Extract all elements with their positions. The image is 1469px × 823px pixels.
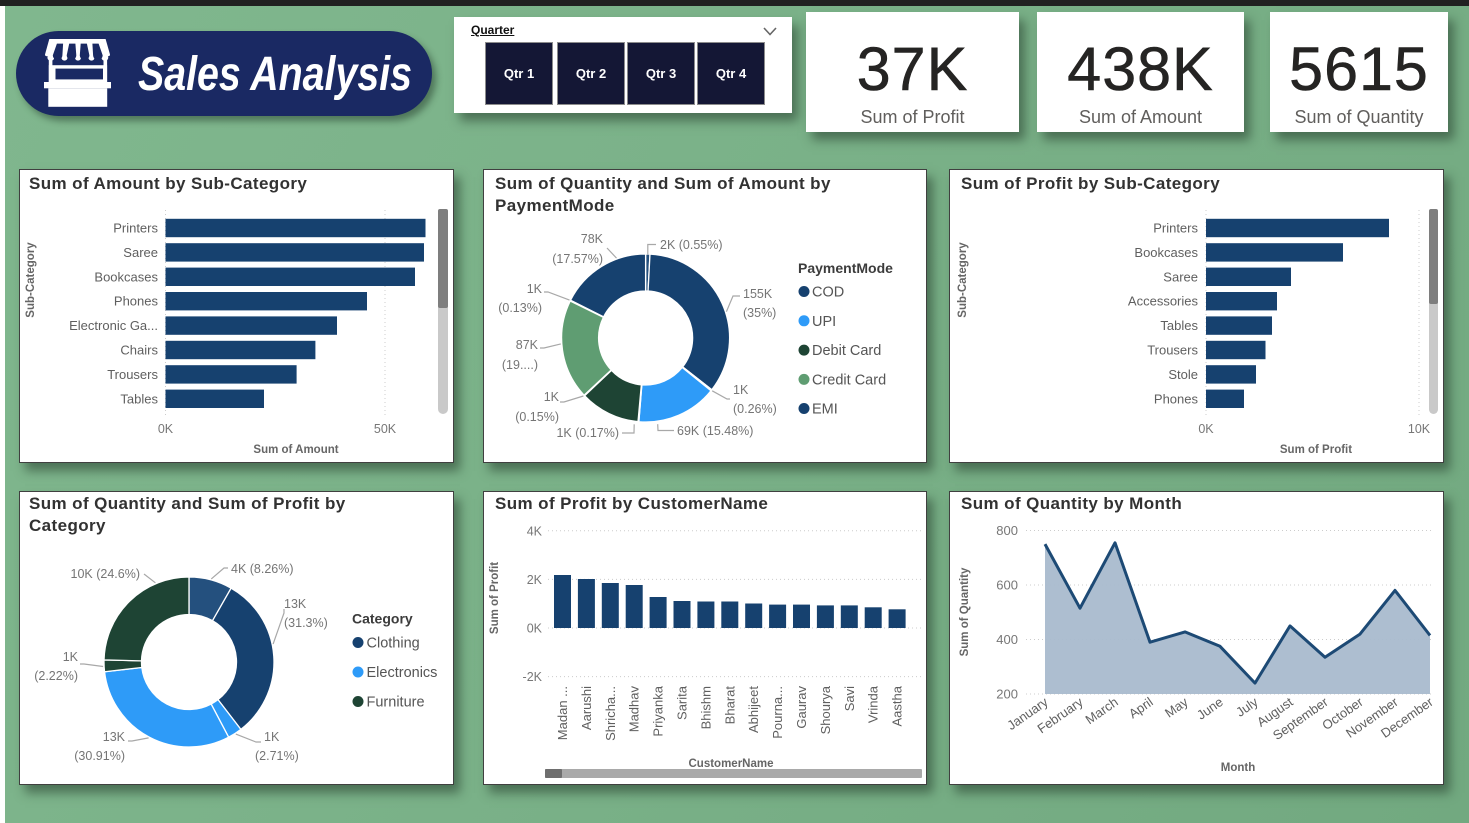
svg-text:1K (0.17%): 1K (0.17%): [556, 426, 619, 440]
svg-text:78K: 78K: [581, 232, 604, 246]
svg-text:UPI: UPI: [812, 314, 836, 330]
svg-text:Madan ...: Madan ...: [555, 686, 570, 740]
svg-text:Sum of Amount: Sum of Amount: [253, 444, 338, 456]
svg-text:Phones: Phones: [114, 294, 159, 309]
svg-text:Sum of Profit: Sum of Profit: [1280, 444, 1352, 456]
svg-text:(0.26%): (0.26%): [733, 402, 777, 416]
svg-text:Trousers: Trousers: [107, 367, 158, 382]
svg-text:Shourya: Shourya: [818, 685, 833, 734]
svg-text:Tables: Tables: [120, 391, 158, 406]
svg-text:13K: 13K: [284, 597, 307, 611]
svg-text:June: June: [1194, 694, 1226, 722]
svg-text:Abhijeet: Abhijeet: [746, 686, 761, 733]
svg-text:Bhishm: Bhishm: [698, 686, 713, 729]
svg-text:Accessories: Accessories: [1128, 294, 1199, 309]
svg-text:Chairs: Chairs: [120, 343, 158, 358]
svg-text:Bookcases: Bookcases: [1134, 245, 1198, 260]
svg-text:Printers: Printers: [113, 221, 158, 236]
svg-text:PaymentMode: PaymentMode: [798, 260, 893, 276]
svg-text:Gaurav: Gaurav: [794, 686, 809, 729]
svg-text:Credit Card: Credit Card: [812, 372, 886, 388]
svg-text:April: April: [1126, 694, 1156, 721]
svg-text:10K (24.6%): 10K (24.6%): [71, 567, 140, 581]
svg-text:(30.91%): (30.91%): [74, 749, 125, 763]
svg-text:EMI: EMI: [812, 402, 838, 418]
svg-text:PaymentMode: PaymentMode: [495, 196, 615, 215]
svg-text:(2.22%): (2.22%): [34, 669, 78, 683]
svg-text:4K (8.26%): 4K (8.26%): [231, 562, 294, 576]
svg-text:1K: 1K: [733, 383, 749, 397]
svg-text:Stole: Stole: [1168, 367, 1198, 382]
svg-text:200: 200: [996, 687, 1018, 702]
svg-text:Month: Month: [1221, 762, 1255, 774]
svg-text:Sum of Amount by Sub-Category: Sum of Amount by Sub-Category: [29, 174, 307, 193]
svg-text:Sub-Category: Sub-Category: [25, 242, 37, 318]
svg-text:Aastha: Aastha: [890, 685, 905, 726]
svg-text:(17.57%): (17.57%): [552, 252, 603, 266]
svg-text:155K: 155K: [743, 287, 773, 301]
svg-text:Sum of Profit by CustomerName: Sum of Profit by CustomerName: [495, 494, 768, 513]
svg-text:800: 800: [996, 523, 1018, 538]
svg-text:Pourna...: Pourna...: [770, 686, 785, 739]
svg-text:Vrinda: Vrinda: [866, 685, 881, 723]
svg-text:1K: 1K: [527, 282, 543, 296]
svg-text:2K (0.55%): 2K (0.55%): [660, 238, 723, 252]
svg-text:10K: 10K: [1408, 422, 1431, 436]
svg-text:Furniture: Furniture: [367, 695, 425, 711]
svg-text:Madhav: Madhav: [627, 686, 642, 733]
svg-text:Printers: Printers: [1153, 221, 1198, 236]
svg-text:COD: COD: [812, 285, 844, 301]
svg-text:(0.15%): (0.15%): [515, 410, 559, 424]
svg-text:Aarushi: Aarushi: [579, 686, 594, 730]
svg-text:87K: 87K: [516, 338, 539, 352]
svg-text:(35%): (35%): [743, 306, 776, 320]
svg-text:Bookcases: Bookcases: [94, 269, 158, 284]
svg-text:Debit Card: Debit Card: [812, 343, 881, 359]
svg-text:0K: 0K: [527, 622, 543, 636]
svg-text:1K: 1K: [544, 390, 560, 404]
svg-text:Phones: Phones: [1154, 391, 1199, 406]
svg-text:Savi: Savi: [842, 686, 857, 711]
svg-text:600: 600: [996, 578, 1018, 593]
svg-text:(31.3%): (31.3%): [284, 616, 328, 630]
svg-text:Saree: Saree: [1163, 269, 1198, 284]
svg-text:Sub-Category: Sub-Category: [957, 242, 969, 318]
svg-text:(0.13%): (0.13%): [498, 301, 542, 315]
svg-text:Tables: Tables: [1160, 318, 1198, 333]
svg-text:CustomerName: CustomerName: [689, 758, 774, 770]
svg-text:Sum of Profit: Sum of Profit: [489, 562, 501, 634]
svg-text:4K: 4K: [527, 524, 543, 538]
svg-text:1K: 1K: [264, 730, 280, 744]
svg-text:(19....): (19....): [502, 358, 538, 372]
svg-text:Bharat: Bharat: [722, 686, 737, 725]
svg-text:Electronic Ga...: Electronic Ga...: [69, 318, 158, 333]
svg-text:50K: 50K: [374, 422, 397, 436]
svg-text:(2.71%): (2.71%): [255, 749, 299, 763]
svg-text:Clothing: Clothing: [367, 636, 420, 652]
svg-text:2K: 2K: [527, 573, 543, 587]
svg-text:Trousers: Trousers: [1147, 343, 1198, 358]
svg-text:Shricha...: Shricha...: [603, 686, 618, 741]
svg-text:Sum of Quantity by Month: Sum of Quantity by Month: [961, 494, 1182, 513]
svg-text:0K: 0K: [158, 422, 174, 436]
svg-text:Sum of Quantity and Sum of Amo: Sum of Quantity and Sum of Amount by: [495, 174, 831, 193]
svg-text:-2K: -2K: [523, 670, 543, 684]
svg-text:Sarita: Sarita: [675, 685, 690, 720]
svg-text:1K: 1K: [63, 650, 79, 664]
svg-text:Category: Category: [352, 611, 413, 627]
svg-text:400: 400: [996, 632, 1018, 647]
svg-text:Electronics: Electronics: [367, 665, 438, 681]
svg-text:Sum of Quantity and Sum of Pro: Sum of Quantity and Sum of Profit by: [29, 494, 346, 513]
svg-text:69K (15.48%): 69K (15.48%): [677, 424, 753, 438]
svg-text:13K: 13K: [103, 730, 126, 744]
svg-text:Sum of Quantity: Sum of Quantity: [959, 567, 971, 656]
svg-text:March: March: [1083, 694, 1121, 727]
svg-text:May: May: [1162, 694, 1191, 721]
svg-text:Sum of Profit by Sub-Category: Sum of Profit by Sub-Category: [961, 174, 1220, 193]
svg-text:Priyanka: Priyanka: [651, 685, 666, 736]
svg-text:Sales Analysis: Sales Analysis: [138, 48, 412, 101]
svg-text:Category: Category: [29, 516, 106, 535]
svg-text:0K: 0K: [1198, 422, 1214, 436]
svg-text:Saree: Saree: [123, 245, 158, 260]
